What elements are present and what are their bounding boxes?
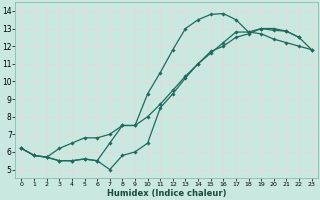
- X-axis label: Humidex (Indice chaleur): Humidex (Indice chaleur): [107, 189, 226, 198]
